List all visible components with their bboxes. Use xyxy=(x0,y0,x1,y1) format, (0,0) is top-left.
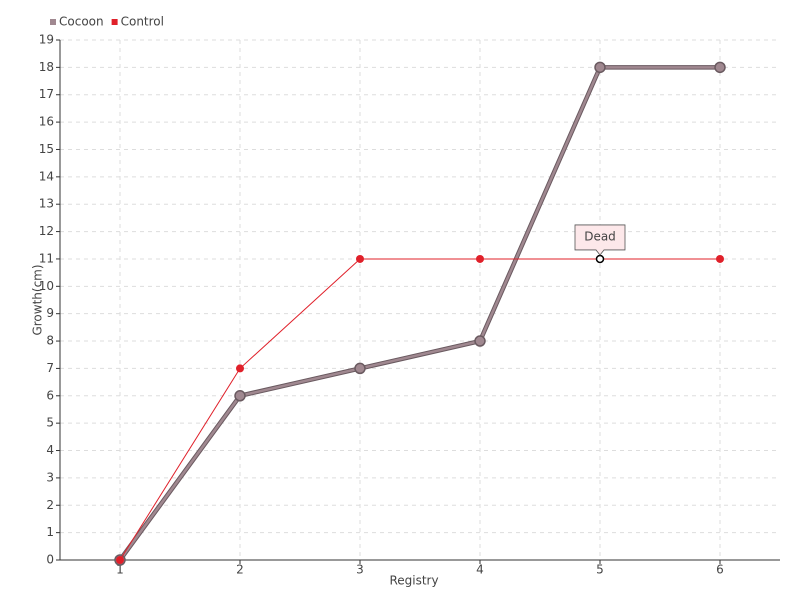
annotation-text: Dead xyxy=(584,229,616,243)
highlight-point xyxy=(595,254,605,264)
y-tick-label: 12 xyxy=(39,224,54,238)
data-point xyxy=(474,335,486,347)
data-point xyxy=(714,61,726,74)
y-tick-label: 17 xyxy=(39,87,54,101)
y-tick-label: 8 xyxy=(46,334,54,348)
y-tick-label: 18 xyxy=(39,60,54,74)
y-tick-label: 3 xyxy=(46,470,54,484)
y-tick-label: 11 xyxy=(39,251,54,265)
legend-swatch xyxy=(50,19,56,25)
y-tick-label: 15 xyxy=(39,142,54,156)
y-tick-label: 2 xyxy=(46,498,54,512)
x-tick-label: 3 xyxy=(356,563,364,577)
y-tick-label: 0 xyxy=(46,553,54,567)
y-tick-label: 1 xyxy=(46,525,54,539)
data-point xyxy=(356,254,364,263)
y-tick-label: 13 xyxy=(39,197,54,211)
x-tick-label: 1 xyxy=(116,563,124,577)
data-point xyxy=(116,556,124,564)
x-axis-label: Registry xyxy=(389,574,438,588)
x-tick-label: 4 xyxy=(476,563,484,577)
x-tick-label: 5 xyxy=(596,563,604,577)
data-point xyxy=(236,364,244,373)
y-axis-label: Growth(cm) xyxy=(31,264,45,335)
legend-label: Control xyxy=(121,15,164,29)
data-point xyxy=(594,61,606,74)
legend-swatch xyxy=(111,19,118,25)
y-tick-label: 7 xyxy=(46,361,54,375)
x-tick-label: 6 xyxy=(716,563,724,577)
series-line xyxy=(119,258,720,561)
annotation-box xyxy=(574,224,626,256)
y-tick-label: 9 xyxy=(46,306,54,320)
data-point xyxy=(476,254,484,263)
y-tick-label: 19 xyxy=(39,33,54,47)
data-point xyxy=(716,254,724,263)
y-tick-label: 5 xyxy=(46,416,54,430)
x-tick-label: 2 xyxy=(236,563,244,577)
y-tick-label: 14 xyxy=(39,169,54,183)
y-tick-label: 6 xyxy=(46,388,54,402)
data-point xyxy=(354,362,366,375)
y-tick-label: 10 xyxy=(39,279,54,293)
series-line xyxy=(118,66,720,561)
y-tick-label: 4 xyxy=(46,443,54,457)
y-tick-label: 16 xyxy=(39,115,54,129)
data-point xyxy=(234,390,246,402)
legend-label: Cocoon xyxy=(59,15,104,29)
